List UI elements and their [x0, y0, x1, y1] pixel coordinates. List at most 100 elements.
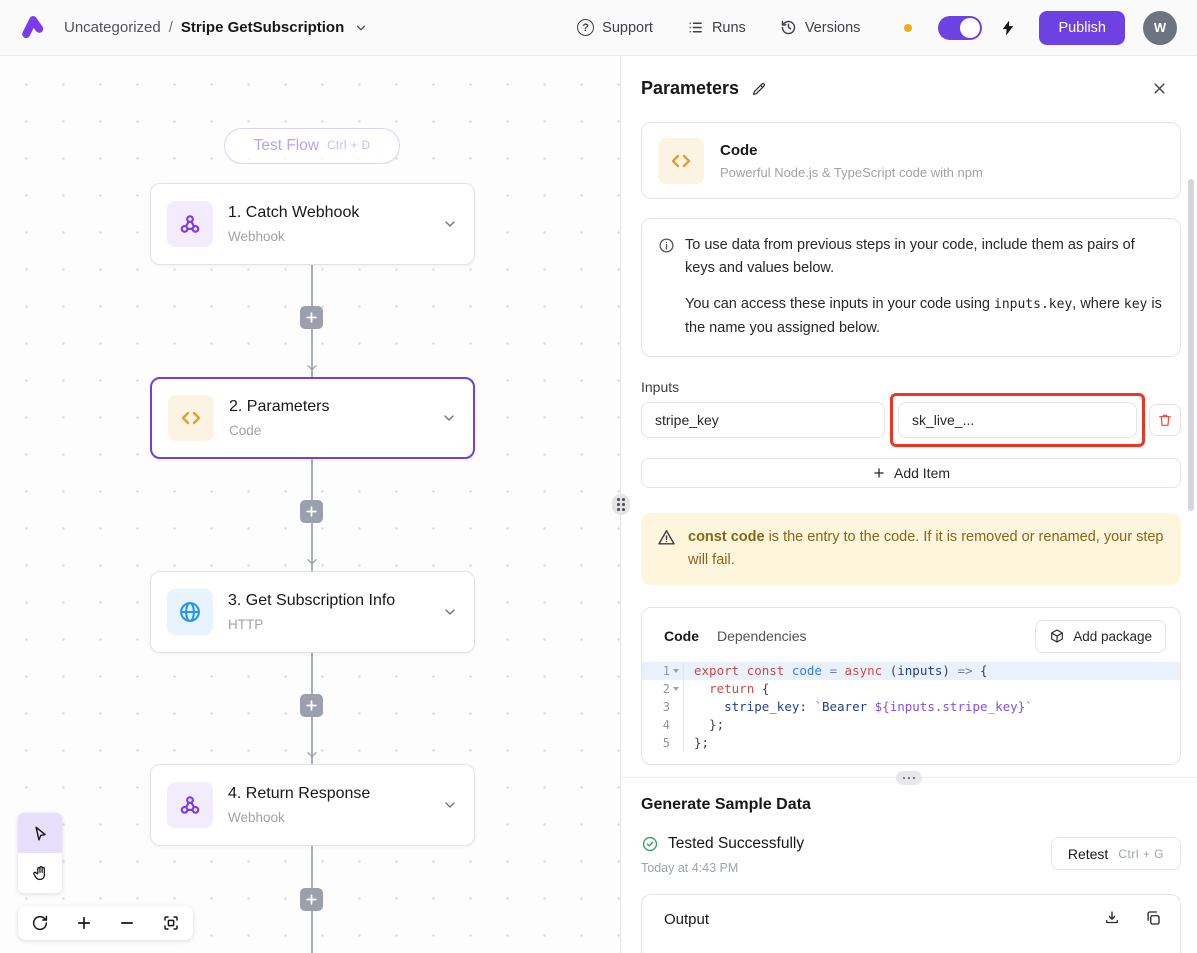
runs-label: Runs [711, 19, 746, 36]
hand-icon [32, 865, 45, 880]
chevron-down-icon[interactable] [441, 410, 457, 426]
code-text: }; [694, 735, 710, 750]
step-type-card: Code Powerful Node.js & TypeScript code … [641, 122, 1181, 199]
code-line[interactable]: 3 stripe_key: `Bearer ${inputs.stripe_ke… [642, 698, 1180, 716]
fold-caret-icon [672, 739, 680, 747]
test-status-text: Tested Successfully [668, 835, 805, 852]
delete-input-button[interactable] [1149, 404, 1181, 436]
connector-arrow-icon [303, 746, 321, 762]
plus-icon [306, 506, 317, 517]
add-item-button[interactable]: Add Item [641, 458, 1181, 488]
copy-output-button[interactable] [1144, 909, 1162, 927]
step-card-parameters[interactable]: 2. Parameters Code [150, 377, 475, 459]
code-editor-card: Code Dependencies Add package 1 export co… [641, 607, 1181, 765]
code-text: return { [709, 681, 770, 696]
canvas-zoom-toolbar [18, 906, 193, 940]
refresh-view-button[interactable] [20, 906, 60, 940]
input-key-field[interactable] [641, 402, 885, 438]
code-line[interactable]: 1 export const code = async (inputs) => { [642, 662, 1180, 680]
zoom-in-button[interactable] [64, 906, 104, 940]
add-step-button[interactable] [300, 500, 323, 523]
trash-icon [1159, 414, 1171, 426]
zoom-out-button[interactable] [107, 906, 147, 940]
flow-title[interactable]: Stripe GetSubscription [180, 19, 345, 36]
step-type-description: Powerful Node.js & TypeScript code with … [720, 164, 983, 180]
package-icon [1051, 629, 1064, 643]
fold-caret-icon [672, 721, 680, 729]
line-number: 4 [642, 716, 684, 734]
fold-caret-icon[interactable] [672, 685, 680, 693]
chevron-down-icon[interactable] [442, 216, 458, 232]
status-dot [904, 23, 913, 32]
panel-scrollbar[interactable] [1188, 179, 1194, 511]
step-type-meta: Code Powerful Node.js & TypeScript code … [720, 142, 983, 180]
versions-button[interactable]: Versions [780, 19, 860, 36]
code-icon [658, 137, 704, 184]
retest-button[interactable]: Retest Ctrl + G [1050, 837, 1181, 870]
select-tool-button[interactable] [18, 813, 62, 853]
test-status-row: Tested Successfully Today at 4:43 PM Ret… [641, 835, 1181, 875]
info-note-text: To use data from previous steps in your … [685, 234, 1164, 339]
chevron-down-icon[interactable] [442, 797, 458, 813]
panel-section-divider [621, 771, 1197, 785]
tab-dependencies[interactable]: Dependencies [717, 628, 807, 644]
flow-enabled-toggle[interactable] [938, 15, 983, 40]
step-card-catch-webhook[interactable]: 1. Catch Webhook Webhook [150, 183, 475, 265]
retest-shortcut: Ctrl + G [1118, 846, 1164, 861]
code-line[interactable]: 2 return { [642, 680, 1180, 698]
step-title: 4. Return Response [228, 785, 371, 802]
toggle-knob [960, 17, 981, 38]
input-key-value-row [641, 393, 1181, 447]
instant-run-bolt-icon[interactable] [999, 18, 1017, 38]
close-panel-icon[interactable] [1152, 81, 1167, 96]
code-lines[interactable]: 1 export const code = async (inputs) => {… [642, 662, 1180, 752]
panel-title: Parameters [641, 78, 740, 98]
chevron-down-icon[interactable] [442, 604, 458, 620]
flow-canvas[interactable]: Test Flow Ctrl + D 1. Catch Webhook Webh… [0, 56, 621, 953]
flow-title-chevron-down-icon[interactable] [354, 21, 368, 35]
pan-tool-button[interactable] [18, 853, 62, 893]
panel-resize-handle[interactable] [612, 494, 630, 515]
add-step-button[interactable] [300, 888, 323, 911]
step-card-get-subscription[interactable]: 3. Get Subscription Info HTTP [150, 571, 475, 653]
support-label: Support [602, 19, 653, 36]
code-line[interactable]: 4 }; [642, 716, 1180, 734]
step-subtitle: Code [229, 423, 262, 438]
input-value-field[interactable] [898, 402, 1137, 438]
breadcrumb-category[interactable]: Uncategorized [64, 19, 161, 36]
line-number: 3 [642, 698, 684, 716]
add-step-button[interactable] [300, 306, 323, 329]
test-flow-button[interactable]: Test Flow Ctrl + D [224, 128, 400, 164]
avatar[interactable]: W [1143, 10, 1177, 45]
code-editor-header: Code Dependencies Add package [642, 618, 1180, 654]
line-number: 2 [642, 680, 684, 698]
refresh-icon [32, 915, 47, 931]
add-step-button[interactable] [300, 694, 323, 717]
cursor-icon [34, 826, 46, 841]
code-line[interactable]: 5}; [642, 734, 1180, 752]
step-title: 3. Get Subscription Info [228, 592, 396, 609]
step-title: 1. Catch Webhook [228, 204, 360, 221]
add-package-button[interactable]: Add package [1035, 619, 1166, 653]
runs-button[interactable]: Runs [687, 19, 746, 36]
fit-to-view-button[interactable] [151, 906, 191, 940]
publish-button[interactable]: Publish [1039, 10, 1125, 45]
code-text: export const code = async (inputs) => { [694, 663, 988, 678]
rename-step-pencil-icon[interactable] [751, 81, 767, 97]
plus-icon [306, 700, 317, 711]
step-subtitle: Webhook [228, 229, 285, 244]
inline-code: key [1123, 297, 1148, 312]
webhook-icon [167, 782, 213, 828]
generate-sample-data-heading: Generate Sample Data [641, 796, 811, 813]
tab-code[interactable]: Code [664, 628, 699, 644]
app-logo-icon[interactable] [20, 14, 48, 42]
plus-icon [306, 894, 317, 905]
fold-caret-icon[interactable] [672, 667, 680, 675]
inputs-info-note: To use data from previous steps in your … [641, 218, 1181, 357]
resize-handle[interactable] [896, 771, 922, 785]
warning-triangle-icon [657, 528, 676, 572]
support-button[interactable]: ? Support [577, 19, 653, 36]
step-card-return-response[interactable]: 4. Return Response Webhook [150, 764, 475, 846]
download-output-button[interactable] [1103, 909, 1121, 927]
minus-icon [121, 922, 134, 924]
